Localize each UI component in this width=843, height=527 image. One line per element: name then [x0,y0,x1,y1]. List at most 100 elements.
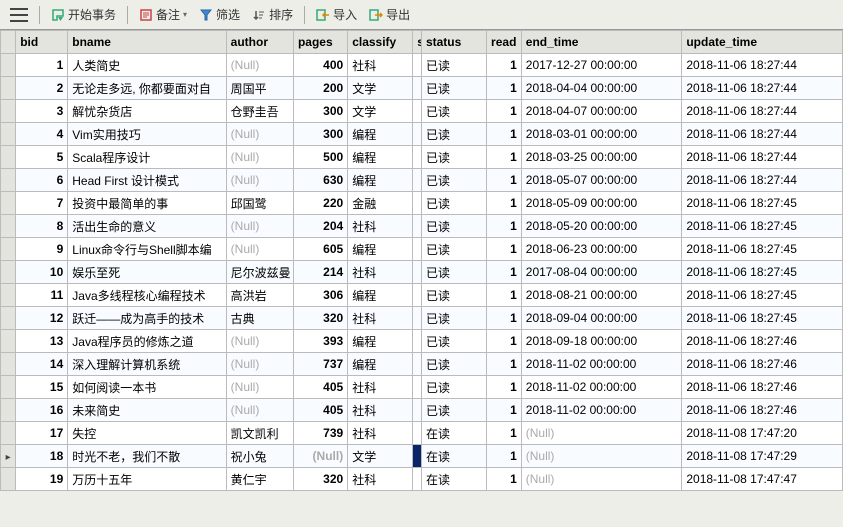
cell-author[interactable]: 高洪岩 [226,284,293,307]
cell-author[interactable]: (Null) [226,238,293,261]
cell-status[interactable]: 已读 [421,77,486,100]
cell-author[interactable]: (Null) [226,54,293,77]
cell-s[interactable] [413,123,422,146]
row-header[interactable] [1,445,16,468]
col-header-pages[interactable]: pages [293,31,347,54]
row-header[interactable] [1,468,16,491]
cell-author[interactable]: 仓野圭吾 [226,100,293,123]
cell-status[interactable]: 已读 [421,376,486,399]
cell-bid[interactable]: 19 [16,468,68,491]
cell-bname[interactable]: Vim实用技巧 [68,123,226,146]
cell-bname[interactable]: Java多线程核心编程技术 [68,284,226,307]
cell-bname[interactable]: 失控 [68,422,226,445]
cell-end_time[interactable]: 2018-05-20 00:00:00 [521,215,682,238]
table-row[interactable]: 13Java程序员的修炼之道(Null)393编程已读12018-09-18 0… [1,330,843,353]
cell-classify[interactable]: 编程 [348,169,413,192]
cell-s[interactable] [413,284,422,307]
cell-bid[interactable]: 13 [16,330,68,353]
cell-read[interactable]: 1 [487,307,522,330]
row-header[interactable] [1,284,16,307]
cell-author[interactable]: (Null) [226,123,293,146]
cell-pages[interactable]: 320 [293,468,347,491]
table-row[interactable]: 10娱乐至死尼尔波兹曼214社科已读12017-08-04 00:00:0020… [1,261,843,284]
cell-read[interactable]: 1 [487,169,522,192]
table-row[interactable]: 7投资中最简单的事邱国鹭220金融已读12018-05-09 00:00:002… [1,192,843,215]
cell-s[interactable] [413,330,422,353]
cell-update_time[interactable]: 2018-11-06 18:27:45 [682,261,843,284]
table-row[interactable]: 14深入理解计算机系统(Null)737编程已读12018-11-02 00:0… [1,353,843,376]
cell-author[interactable]: 凯文凯利 [226,422,293,445]
cell-bid[interactable]: 17 [16,422,68,445]
cell-end_time[interactable]: 2018-11-02 00:00:00 [521,399,682,422]
cell-read[interactable]: 1 [487,123,522,146]
cell-s[interactable] [413,468,422,491]
cell-read[interactable]: 1 [487,284,522,307]
cell-author[interactable]: 古典 [226,307,293,330]
cell-status[interactable]: 已读 [421,54,486,77]
cell-pages[interactable]: 630 [293,169,347,192]
cell-end_time[interactable]: 2018-03-01 00:00:00 [521,123,682,146]
cell-author[interactable]: (Null) [226,353,293,376]
cell-bname[interactable]: 跃迁——成为高手的技术 [68,307,226,330]
col-header-bid[interactable]: bid [16,31,68,54]
table-row[interactable]: 18时光不老，我们不散祝小兔(Null)文学在读1(Null)2018-11-0… [1,445,843,468]
cell-author[interactable]: 黄仁宇 [226,468,293,491]
cell-bid[interactable]: 6 [16,169,68,192]
cell-end_time[interactable]: 2018-03-25 00:00:00 [521,146,682,169]
cell-s[interactable] [413,376,422,399]
cell-pages[interactable]: 320 [293,307,347,330]
cell-bname[interactable]: 活出生命的意义 [68,215,226,238]
cell-update_time[interactable]: 2018-11-06 18:27:45 [682,215,843,238]
cell-read[interactable]: 1 [487,215,522,238]
col-header-s[interactable]: s [413,31,422,54]
cell-update_time[interactable]: 2018-11-06 18:27:46 [682,330,843,353]
cell-pages[interactable]: 306 [293,284,347,307]
cell-update_time[interactable]: 2018-11-06 18:27:45 [682,284,843,307]
cell-classify[interactable]: 社科 [348,399,413,422]
cell-bid[interactable]: 15 [16,376,68,399]
cell-bname[interactable]: 解忧杂货店 [68,100,226,123]
cell-classify[interactable]: 社科 [348,54,413,77]
cell-pages[interactable]: 605 [293,238,347,261]
cell-update_time[interactable]: 2018-11-06 18:27:45 [682,307,843,330]
row-header[interactable] [1,215,16,238]
cell-author[interactable]: 祝小兔 [226,445,293,468]
cell-bname[interactable]: Head First 设计模式 [68,169,226,192]
table-row[interactable]: 1人类简史(Null)400社科已读12017-12-27 00:00:0020… [1,54,843,77]
cell-classify[interactable]: 编程 [348,146,413,169]
cell-update_time[interactable]: 2018-11-06 18:27:44 [682,100,843,123]
col-header-read[interactable]: read [487,31,522,54]
cell-s[interactable] [413,399,422,422]
cell-pages[interactable]: 400 [293,54,347,77]
cell-author[interactable]: (Null) [226,330,293,353]
cell-update_time[interactable]: 2018-11-08 17:47:20 [682,422,843,445]
cell-bname[interactable]: 如何阅读一本书 [68,376,226,399]
cell-read[interactable]: 1 [487,54,522,77]
cell-s[interactable] [413,192,422,215]
cell-status[interactable]: 已读 [421,307,486,330]
cell-end_time[interactable]: 2018-11-02 00:00:00 [521,353,682,376]
cell-bid[interactable]: 4 [16,123,68,146]
cell-update_time[interactable]: 2018-11-06 18:27:44 [682,169,843,192]
col-header-status[interactable]: status [421,31,486,54]
cell-s[interactable] [413,238,422,261]
cell-status[interactable]: 已读 [421,284,486,307]
cell-end_time[interactable]: 2017-12-27 00:00:00 [521,54,682,77]
cell-author[interactable]: 邱国鹭 [226,192,293,215]
cell-classify[interactable]: 编程 [348,123,413,146]
cell-update_time[interactable]: 2018-11-06 18:27:44 [682,123,843,146]
cell-bid[interactable]: 10 [16,261,68,284]
cell-bid[interactable]: 1 [16,54,68,77]
row-header[interactable] [1,192,16,215]
grid-scroll[interactable]: bidbnameauthorpagesclassifysstatusreaden… [0,30,843,527]
table-row[interactable]: 6Head First 设计模式(Null)630编程已读12018-05-07… [1,169,843,192]
cell-read[interactable]: 1 [487,376,522,399]
start-tx-button[interactable]: 开始事务 [47,4,120,25]
row-header-corner[interactable] [1,31,16,54]
cell-read[interactable]: 1 [487,445,522,468]
cell-read[interactable]: 1 [487,77,522,100]
cell-update_time[interactable]: 2018-11-08 17:47:29 [682,445,843,468]
cell-bname[interactable]: 人类简史 [68,54,226,77]
cell-end_time[interactable]: 2018-09-04 00:00:00 [521,307,682,330]
table-row[interactable]: 8活出生命的意义(Null)204社科已读12018-05-20 00:00:0… [1,215,843,238]
